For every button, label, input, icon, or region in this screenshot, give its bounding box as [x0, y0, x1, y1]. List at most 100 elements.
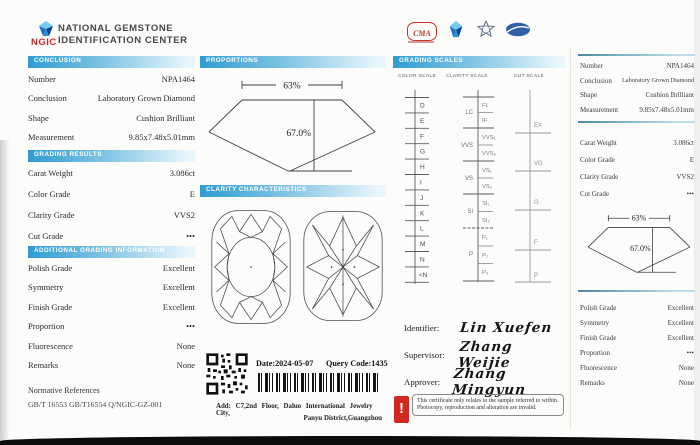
- cma-badge: CMA: [407, 22, 437, 41]
- clarity-scale-heading: CLARITY SCALE: [446, 74, 488, 79]
- color-grade-label: J: [420, 195, 423, 202]
- cma-badge-subtext: [408, 41, 434, 43]
- row-label: Measurement: [28, 132, 75, 143]
- proportions-section-header: PROPORTIONS: [200, 56, 386, 68]
- photo-bottom-edge: [0, 436, 700, 445]
- grading-results-section-header: GRADING RESULTS: [28, 150, 195, 162]
- conclusion-rows: Number NPA1464 Conclusion Laboratory Gro…: [28, 69, 195, 147]
- table-percent-label: 63%: [632, 214, 647, 223]
- row-value: Excellent: [162, 301, 195, 312]
- cut-grade-label: VG: [534, 161, 543, 167]
- row-label: Number: [28, 73, 56, 84]
- row-value: Excellent: [667, 318, 694, 327]
- row-shape: Shape Cushion Brilliant: [28, 108, 195, 128]
- row-value: None: [678, 363, 694, 372]
- supervisor-label: Supervisor:: [404, 350, 445, 360]
- stub-row-finish: Finish Grade Excellent: [580, 330, 694, 345]
- row-value: NPA1464: [666, 62, 694, 71]
- row-value: E: [689, 155, 694, 164]
- row-label: Conclusion: [28, 93, 67, 104]
- clarity-grade-label: IF: [482, 118, 488, 124]
- additional-grading-section-header: ADDITIONAL GRADING INFORMATION: [28, 246, 195, 258]
- row-label: Fluorescence: [580, 363, 617, 372]
- row-finish-grade: Finish Grade Excellent: [28, 297, 195, 317]
- row-value: •••: [186, 321, 195, 332]
- photo-right-edge: [694, 0, 700, 445]
- color-grade-label: F: [420, 133, 424, 140]
- row-value: Excellent: [667, 303, 694, 312]
- color-grade-label: H: [420, 164, 425, 171]
- color-grade-label: D: [420, 103, 425, 110]
- grading-rows: Carat Weight 3.086ct Color Grade E Clari…: [28, 162, 195, 246]
- row-clarity-grade: Clarity Grade VVS2: [28, 204, 195, 225]
- star-badge-icon: [477, 20, 495, 38]
- row-measurement: Measurement 9.85x7.48x5.01mm: [28, 128, 195, 148]
- color-grade-label: <N: [419, 272, 428, 279]
- clarity-grade-label: VS₂: [482, 184, 492, 190]
- normative-title: Normative References: [28, 386, 100, 395]
- row-cut-grade: Cut Grade •••: [28, 225, 195, 246]
- row-fluorescence: Fluorescence None: [28, 336, 195, 356]
- cut-grade-label: G: [534, 200, 539, 206]
- row-symmetry: Symmetry Excellent: [28, 278, 195, 298]
- clarity-plot-crown: [211, 210, 291, 324]
- approver-label: Approver:: [404, 377, 441, 387]
- row-label: Number: [580, 62, 603, 71]
- color-grade-label: L: [420, 226, 424, 233]
- row-value: 3.086ct: [169, 167, 195, 178]
- row-value: Cushion Brilliant: [645, 91, 694, 100]
- row-value: None: [176, 360, 195, 371]
- row-label: Measurement: [580, 105, 619, 114]
- stub-proportions-diagram: 63% 67.0%: [587, 214, 691, 273]
- color-grade-label: I: [420, 180, 422, 187]
- clarity-grade-label: P₁: [482, 235, 488, 241]
- identifier-label: Identifier:: [404, 323, 440, 333]
- clarity-plot-pavilion: [303, 211, 383, 321]
- clarity-group-label: VS: [465, 176, 473, 182]
- org-name-line1: NATIONAL GEMSTONE: [58, 23, 174, 34]
- color-grade-label: K: [420, 210, 425, 217]
- row-value: •••: [686, 189, 694, 198]
- supervisor-signature-row: Supervisor: Zhang Weijie: [404, 339, 569, 371]
- warning-icon: !: [394, 396, 409, 423]
- row-label: Clarity Grade: [580, 172, 619, 181]
- row-label: Symmetry: [28, 282, 64, 293]
- stub-row-proportion: Proportion •••: [580, 345, 694, 360]
- row-label: Clarity Grade: [28, 209, 75, 220]
- cut-grade-label: F: [534, 240, 538, 246]
- clarity-group-label: LC: [465, 110, 473, 116]
- row-value: 3.086ct: [673, 138, 694, 147]
- diamond-badge-icon: [449, 20, 463, 38]
- proportions-diagram: 63% 67.0%: [208, 81, 376, 172]
- clarity-grade-label: VVS₁: [482, 135, 496, 141]
- stub-row-polish: Polish Grade Excellent: [580, 300, 694, 315]
- table-percent-label: 63%: [283, 82, 301, 92]
- row-value: •••: [686, 348, 694, 357]
- depth-percent-label: 67.0%: [630, 244, 651, 253]
- stub-row-carat: Carat Weight 3.086ct: [580, 134, 694, 151]
- color-scale-heading: COLOR SCALE: [397, 74, 437, 79]
- row-value: NPA1464: [161, 73, 195, 84]
- row-label: Polish Grade: [28, 262, 73, 273]
- row-value: Excellent: [162, 262, 195, 273]
- row-label: Conclusion: [580, 76, 612, 85]
- row-label: Remarks: [28, 360, 59, 371]
- grading-scales-diagram: D E F G H I J K L M N <N LC VVS VS SI P …: [405, 90, 551, 284]
- stub-row-clarity: Clarity Grade VVS2: [580, 168, 694, 185]
- stub-row-remarks: Remarks None: [580, 375, 694, 390]
- stub-row-fluorescence: Fluorescence None: [580, 360, 694, 375]
- cut-scale-heading: CUT SCALE: [513, 74, 545, 79]
- cma-badge-label: CMA: [413, 29, 431, 38]
- row-label: Shape: [28, 112, 49, 123]
- row-label: Proportion: [580, 348, 610, 357]
- row-proportion: Proportion •••: [28, 317, 195, 337]
- row-label: Remarks: [580, 378, 605, 387]
- ngic-abbr: NGIC: [31, 37, 57, 48]
- row-label: Finish Grade: [580, 333, 617, 342]
- depth-percent-label: 67.0%: [286, 129, 311, 139]
- clarity-grade-label: FL: [482, 103, 490, 109]
- stub-row-color: Color Grade E: [580, 151, 694, 168]
- approver-signature-row: Approver: Zhang Mingyun: [404, 366, 569, 398]
- stub-divider-mid: [578, 121, 695, 123]
- row-value: Excellent: [162, 282, 195, 293]
